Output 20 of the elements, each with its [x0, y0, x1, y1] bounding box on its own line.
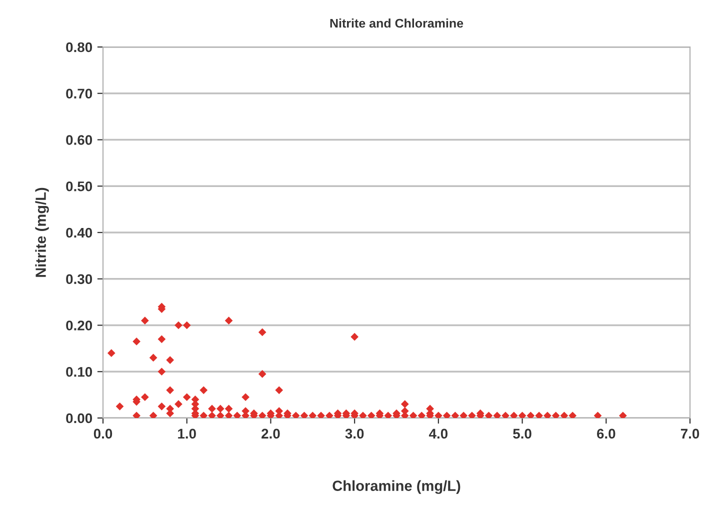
- y-tick-label: 0.20: [66, 320, 92, 330]
- x-tick-label: 1.0: [178, 428, 196, 439]
- x-tick-label: 5.0: [513, 428, 532, 439]
- chart-title: Nitrite and Chloramine: [330, 18, 464, 28]
- y-tick-label: 0.10: [66, 366, 92, 377]
- y-tick-label: 0.40: [66, 228, 92, 238]
- y-tick-label: 0.80: [66, 42, 92, 52]
- x-tick-label: 3.0: [345, 428, 364, 439]
- x-tick-label: 7.0: [680, 428, 700, 439]
- y-axis-title: Nitrite (mg/L): [35, 188, 49, 277]
- y-tick-label: 0.00: [66, 413, 92, 424]
- y-tick-label: 0.60: [66, 135, 92, 145]
- x-tick-label: 0.0: [94, 428, 112, 439]
- x-axis-title: Chloramine (mg/L): [332, 480, 460, 494]
- x-tick-label: 2.0: [262, 428, 280, 439]
- y-tick-label: 0.30: [66, 274, 92, 284]
- y-tick-label: 0.50: [66, 181, 92, 192]
- x-tick-label: 6.0: [597, 428, 616, 439]
- x-tick-label: 4.0: [428, 428, 448, 439]
- y-tick-label: 0.70: [66, 88, 92, 99]
